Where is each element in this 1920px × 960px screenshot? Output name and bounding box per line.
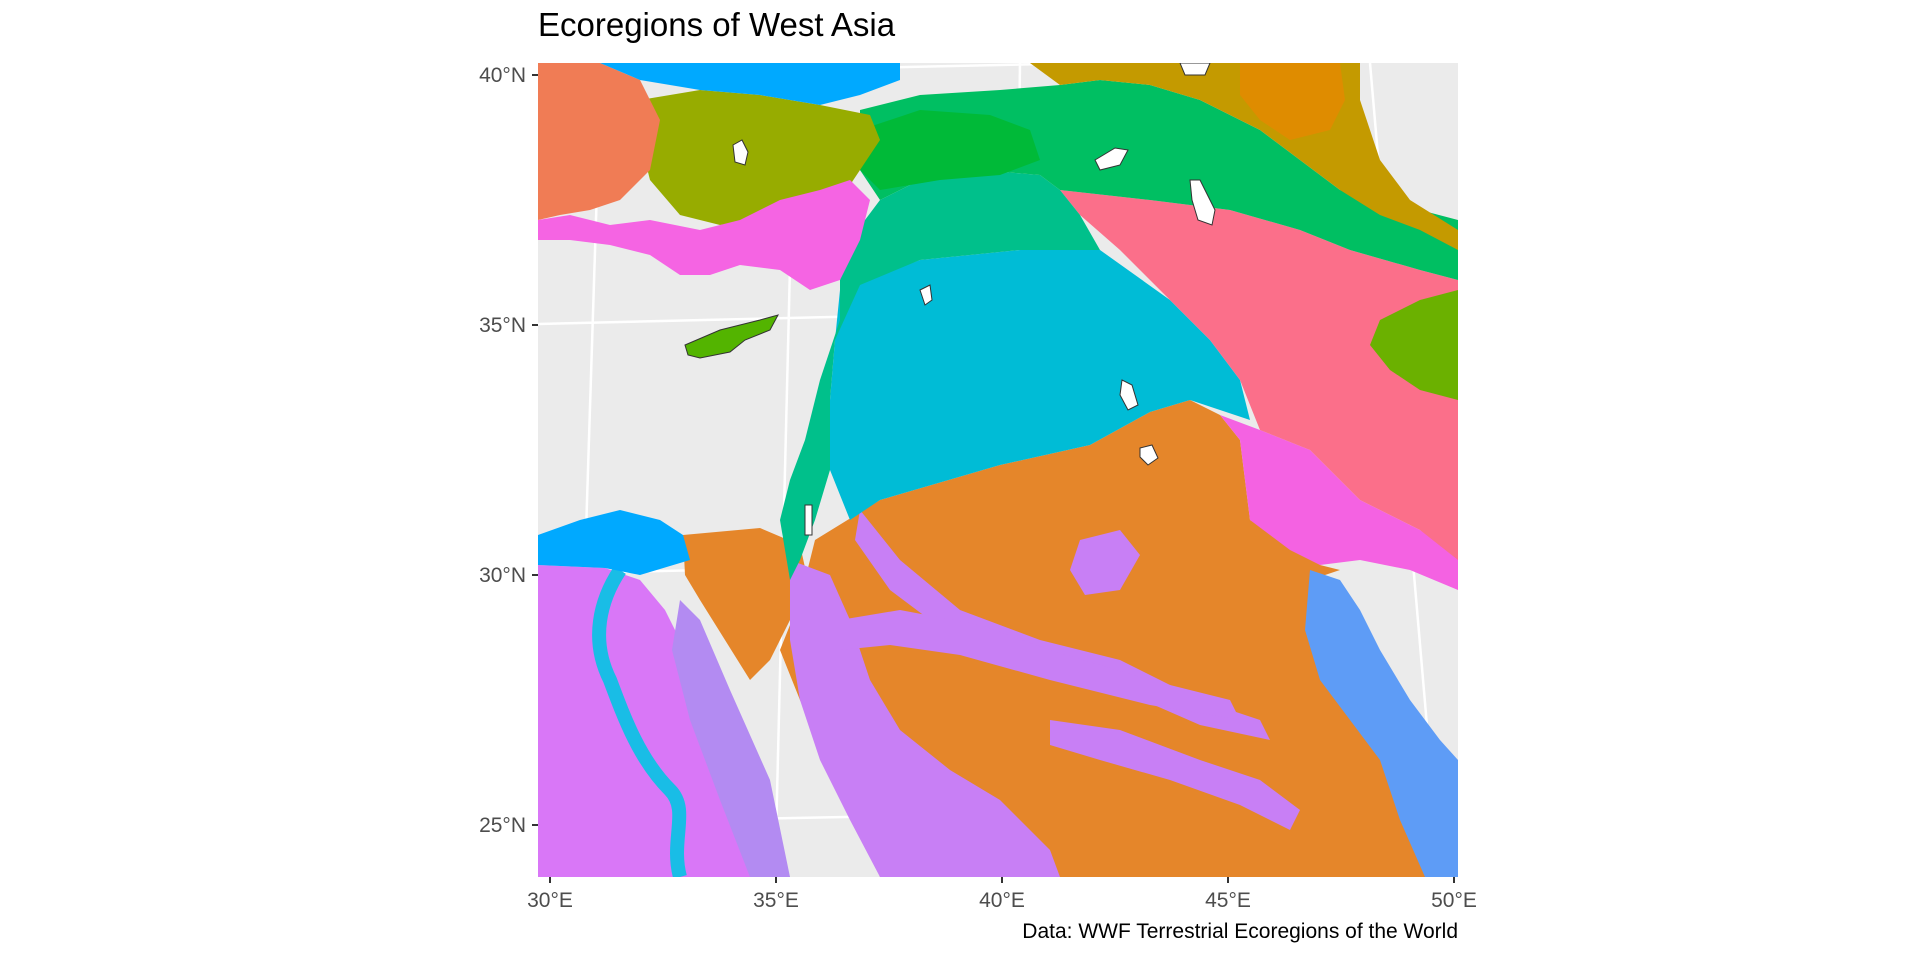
y-axis: 40°N 35°N 30°N 25°N	[479, 64, 538, 837]
y-tick-label: 35°N	[479, 314, 526, 337]
ecoregion-sinai	[683, 528, 810, 680]
x-axis: 30°E 35°E 40°E 45°E 50°E	[527, 877, 1477, 912]
ecoregion-mesopotamia	[1220, 415, 1458, 590]
lakes	[732, 63, 1216, 536]
ecoregion-violet-patch	[1070, 530, 1140, 595]
ecoregion-syrian-steppe	[830, 250, 1250, 520]
lake-assad	[919, 284, 933, 306]
ecoregion-kura-araxes	[1240, 63, 1345, 140]
lake-tharthar	[1119, 379, 1139, 411]
x-tick-label: 30°E	[527, 889, 573, 912]
ecoregion-gulf-coast	[1305, 570, 1458, 877]
ecoregion-nile	[592, 566, 687, 877]
map-title: Ecoregions of West Asia	[538, 6, 896, 43]
y-tick-label: 25°N	[479, 814, 526, 837]
ecoregion-polygons	[538, 63, 1458, 877]
ecoregion-violet-band-3	[1050, 720, 1300, 830]
data-caption: Data: WWF Terrestrial Ecoregions of the …	[1022, 920, 1458, 943]
lake-dead-sea	[804, 504, 813, 536]
x-tick-label: 45°E	[1205, 889, 1251, 912]
ecoregion-arabian-desert	[780, 400, 1458, 877]
ecoregion-levant	[780, 170, 1100, 580]
ecoregion-anatolian-forest	[855, 110, 1040, 190]
y-tick-label: 40°N	[479, 64, 526, 87]
lake-sevan	[1179, 63, 1211, 76]
ecoregion-caucasus	[1030, 63, 1458, 250]
y-tick-label: 30°N	[479, 564, 526, 587]
ecoregion-west-anatolia	[538, 63, 660, 220]
ecoregion-med-north-africa	[538, 510, 690, 575]
ecoregion-elburz	[1370, 290, 1458, 400]
ecoregion-red-sea-coast	[672, 600, 790, 877]
ecoregion-mediterranean-coast	[538, 180, 870, 290]
x-tick-label: 35°E	[753, 889, 799, 912]
ecoregion-cyprus	[684, 314, 779, 359]
ecoregion-violet-west	[790, 560, 1060, 877]
lake-razazza	[1139, 444, 1159, 466]
lake-urmia	[1189, 179, 1216, 226]
ecoregion-pontic	[600, 63, 900, 105]
x-tick-label: 40°E	[979, 889, 1025, 912]
lake-tuz	[732, 139, 749, 166]
x-tick-label: 50°E	[1431, 889, 1477, 912]
ecoregion-zagros	[1060, 190, 1458, 560]
lake-van	[1094, 147, 1129, 171]
ecoregion-violet-band-2	[840, 610, 1240, 720]
